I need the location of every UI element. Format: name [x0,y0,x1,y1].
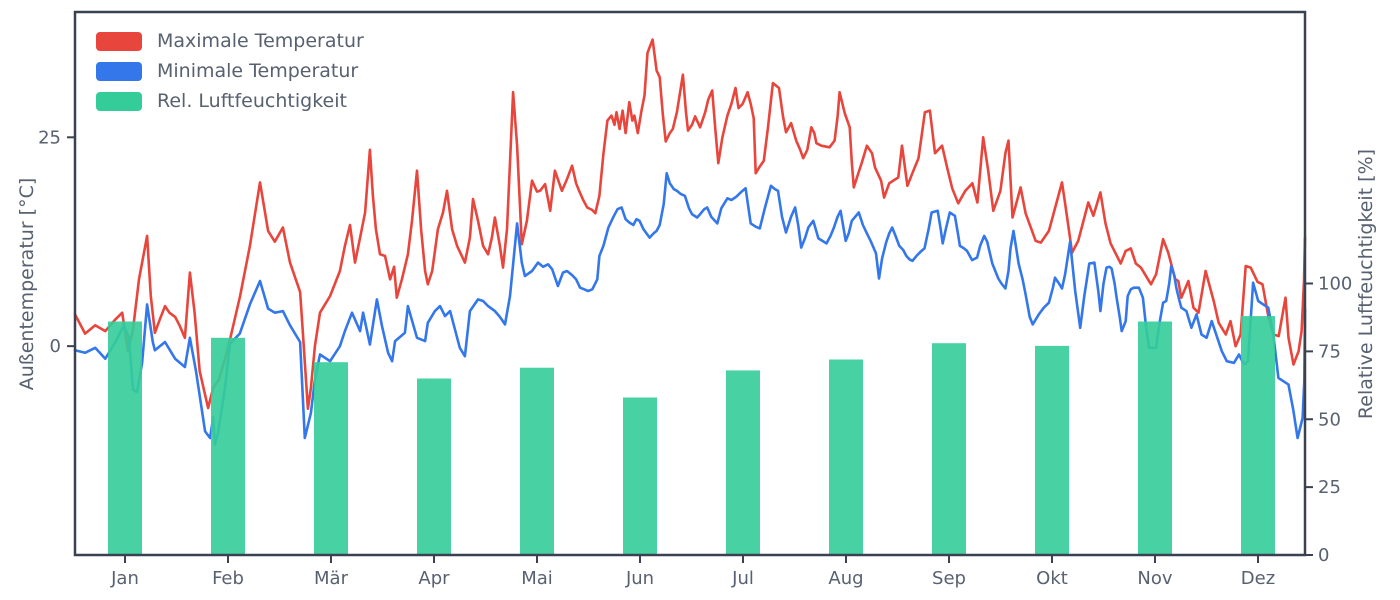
legend-swatch-max-temp [96,32,142,51]
humidity-bar-Dez [1241,316,1275,555]
x-tick-label-Jun: Jun [625,568,654,589]
legend-item-max-temp: Maximale Temperatur [96,32,364,51]
legend-swatch-humidity [96,92,142,111]
legend-label-max-temp: Maximale Temperatur [157,30,364,52]
legend-item-humidity: Rel. Luftfeuchtigkeit [96,92,364,111]
x-tick-label-Mai: Mai [521,568,553,589]
x-tick-label-Jul: Jul [731,568,754,589]
legend-label-humidity: Rel. Luftfeuchtigkeit [157,90,347,112]
right-tick-label-75: 75 [1318,341,1341,362]
humidity-bar-Jul [726,370,760,555]
legend-swatch-min-temp [96,62,142,81]
right-tick-label-50: 50 [1318,409,1341,430]
x-tick-label-Apr: Apr [418,568,450,589]
humidity-bar-Mai [520,367,554,555]
humidity-bar-Sep [932,343,966,555]
humidity-bar-Aug [829,359,863,555]
x-tick-label-Dez: Dez [1241,568,1275,589]
right-axis-title: Relative Luftfeuchtigkeit [%] [1355,148,1377,420]
x-tick-label-Mär: Mär [314,568,349,589]
left-axis-title: Außentemperatur [°C] [16,177,38,391]
x-tick-label-Sep: Sep [932,568,966,589]
legend-item-min-temp: Minimale Temperatur [96,62,364,81]
min-temp-line [73,171,1307,446]
x-tick-label-Jan: Jan [110,568,139,589]
humidity-bar-Apr [417,378,451,555]
humidity-bar-Jun [623,397,657,555]
right-tick-label-0: 0 [1318,545,1329,566]
left-tick-label-0: 0 [50,336,61,357]
right-tick-label-100: 100 [1318,274,1352,295]
humidity-bar-Jan [108,321,142,555]
legend-label-min-temp: Minimale Temperatur [157,60,359,82]
max-temp-line [73,38,1307,411]
humidity-bar-Okt [1035,345,1069,555]
x-tick-label-Okt: Okt [1036,568,1068,589]
x-tick-label-Feb: Feb [212,568,244,589]
humidity-bar-Mär [314,362,348,555]
x-tick-label-Aug: Aug [828,568,863,589]
x-tick-label-Nov: Nov [1137,568,1172,589]
humidity-bar-Feb [211,337,245,555]
legend: Maximale Temperatur Minimale Temperatur … [96,32,364,111]
right-tick-label-25: 25 [1318,477,1341,498]
humidity-bar-Nov [1138,321,1172,555]
left-tick-label-25: 25 [38,127,61,148]
